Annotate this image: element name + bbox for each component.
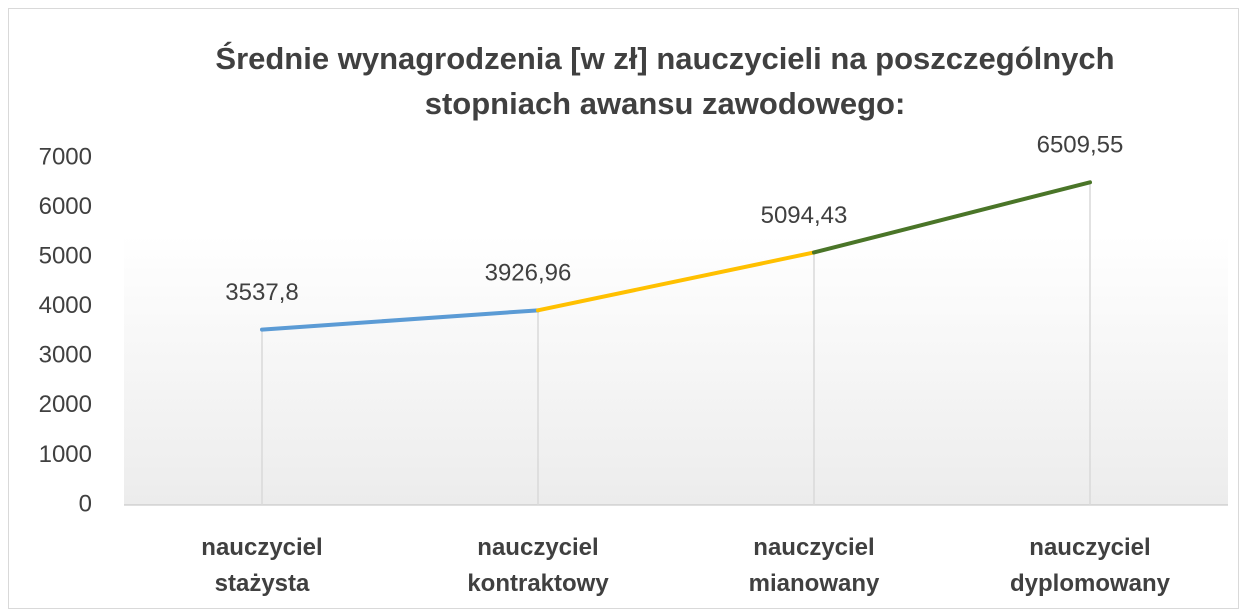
y-tick-label: 7000	[39, 143, 92, 170]
x-tick-label: nauczyciel mianowany	[748, 534, 880, 597]
plot-background	[124, 235, 1228, 505]
data-label: 6509,55	[1037, 132, 1124, 159]
x-tick-label: nauczyciel kontraktowy	[467, 534, 609, 597]
y-tick-label: 1000	[39, 441, 92, 468]
x-tick-label: nauczyciel dyplomowany	[1009, 534, 1171, 597]
line-segment	[812, 180, 1092, 255]
data-label: 3537,8	[225, 279, 298, 306]
y-tick-label: 6000	[39, 193, 92, 220]
y-tick-label: 2000	[39, 391, 92, 418]
chart-border	[8, 8, 1239, 609]
line-segment	[536, 250, 816, 313]
data-label: 5094,43	[761, 202, 848, 229]
x-tick-label: nauczyciel stażysta	[201, 534, 323, 597]
y-tick-label: 3000	[39, 342, 92, 369]
chart-title: Średnie wynagrodzenia [w zł] nauczycieli…	[215, 41, 1115, 121]
y-tick-label: 5000	[39, 242, 92, 269]
data-label: 3926,96	[485, 260, 572, 287]
line-segment	[260, 308, 540, 332]
y-tick-label: 4000	[39, 292, 92, 319]
y-tick-label: 0	[79, 490, 92, 517]
